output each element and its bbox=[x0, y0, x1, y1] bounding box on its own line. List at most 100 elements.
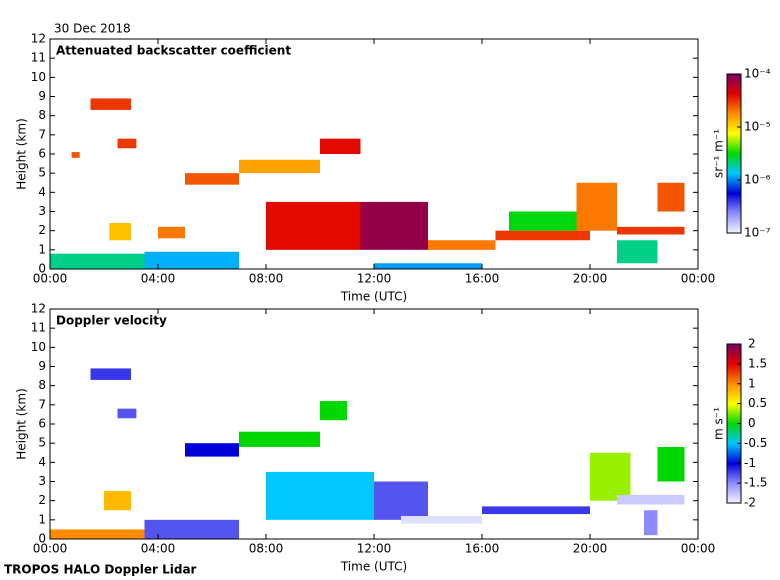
y-tick-label: 4 bbox=[38, 185, 46, 199]
y-tick-label: 1 bbox=[38, 242, 46, 256]
data-cell bbox=[644, 510, 658, 536]
y-tick-label: 1 bbox=[38, 512, 46, 526]
panel-title: Doppler velocity bbox=[56, 314, 167, 328]
date: 30 Dec 2018 bbox=[54, 22, 131, 36]
x-tick-label: 00:00 bbox=[33, 272, 68, 286]
y-tick-label: 7 bbox=[38, 397, 46, 411]
data-cell bbox=[71, 152, 80, 158]
y-tick-label: 9 bbox=[38, 89, 46, 103]
x-tick-label: 12:00 bbox=[357, 542, 392, 556]
y-tick-label: 3 bbox=[38, 204, 46, 218]
colorbar-tick-label: 10⁻⁵ bbox=[744, 120, 771, 134]
colorbar-label: sr⁻¹ m⁻¹ bbox=[712, 129, 726, 178]
colorbar-tick-label: -2 bbox=[744, 496, 756, 510]
data-cell bbox=[239, 431, 320, 447]
y-tick-label: 11 bbox=[31, 51, 46, 65]
data-cell bbox=[266, 471, 374, 520]
data-cell bbox=[495, 230, 590, 241]
y-axis-label: Height (km) bbox=[15, 388, 29, 459]
y-tick-label: 0 bbox=[38, 262, 46, 276]
x-tick-label: 04:00 bbox=[141, 542, 176, 556]
colorbar-tick-label: 1.5 bbox=[748, 356, 767, 370]
x-tick-label: 00:00 bbox=[33, 542, 68, 556]
data-cell bbox=[109, 223, 131, 241]
data-cell bbox=[509, 211, 577, 231]
y-tick-label: 8 bbox=[38, 378, 46, 392]
y-tick-label: 12 bbox=[31, 302, 46, 316]
data-cell bbox=[144, 519, 239, 539]
x-tick-label: 20:00 bbox=[573, 542, 608, 556]
data-cell bbox=[320, 138, 361, 154]
x-tick-label: 20:00 bbox=[573, 272, 608, 286]
colorbar bbox=[726, 73, 742, 234]
colorbar-tick-label: -1 bbox=[744, 456, 756, 470]
x-tick-label: 00:00 bbox=[681, 272, 716, 286]
colorbar-tick-label: 0 bbox=[748, 416, 756, 430]
y-tick-label: 6 bbox=[38, 417, 46, 431]
data-cell bbox=[617, 226, 685, 235]
y-tick-label: 12 bbox=[31, 32, 46, 46]
data-cell bbox=[185, 443, 239, 457]
y-tick-label: 6 bbox=[38, 147, 46, 161]
data-cell bbox=[158, 226, 185, 239]
colorbar-label: m s⁻¹ bbox=[712, 407, 726, 440]
y-axis-label: Height (km) bbox=[15, 118, 29, 189]
data-cell bbox=[117, 408, 137, 419]
y-tick-label: 10 bbox=[31, 70, 46, 84]
data-cell bbox=[401, 516, 482, 524]
x-tick-label: 16:00 bbox=[465, 272, 500, 286]
colorbar-tick-label: 10⁻⁶ bbox=[744, 173, 771, 187]
colorbar-tick-label: -0.5 bbox=[744, 436, 767, 450]
y-tick-label: 2 bbox=[38, 493, 46, 507]
data-cell bbox=[657, 182, 685, 212]
x-axis-label: Time (UTC) bbox=[340, 290, 407, 304]
data-cell bbox=[50, 253, 145, 269]
data-cell bbox=[482, 506, 590, 515]
y-tick-label: 11 bbox=[31, 321, 46, 335]
x-tick-label: 04:00 bbox=[141, 272, 176, 286]
data-cell bbox=[657, 447, 685, 482]
x-tick-label: 16:00 bbox=[465, 542, 500, 556]
y-tick-label: 10 bbox=[31, 340, 46, 354]
y-tick-label: 9 bbox=[38, 359, 46, 373]
data-cell bbox=[576, 182, 617, 231]
colorbar-tick-label: 0.5 bbox=[748, 396, 767, 410]
y-tick-label: 5 bbox=[38, 436, 46, 450]
data-cell bbox=[185, 173, 239, 185]
data-cell bbox=[320, 401, 347, 421]
y-tick-label: 2 bbox=[38, 223, 46, 237]
data-cell bbox=[617, 494, 685, 505]
x-tick-label: 12:00 bbox=[357, 272, 392, 286]
y-tick-label: 4 bbox=[38, 455, 46, 469]
y-tick-label: 7 bbox=[38, 127, 46, 141]
x-tick-label: 08:00 bbox=[249, 272, 284, 286]
panel-title: Attenuated backscatter coefficient bbox=[56, 44, 291, 58]
data-cell bbox=[374, 481, 428, 520]
data-cell bbox=[117, 138, 137, 149]
colorbar-tick-label: 2 bbox=[748, 337, 756, 351]
x-tick-label: 08:00 bbox=[249, 542, 284, 556]
data-cell bbox=[239, 159, 320, 174]
data-cell bbox=[360, 201, 428, 250]
y-tick-label: 8 bbox=[38, 108, 46, 122]
colorbar-tick-label: 10⁻⁷ bbox=[744, 226, 771, 240]
footer: TROPOS HALO Doppler Lidar bbox=[4, 563, 197, 577]
colorbar-tick-label: 1 bbox=[748, 376, 756, 390]
colorbar-tick-label: -1.5 bbox=[744, 476, 767, 490]
y-tick-label: 3 bbox=[38, 474, 46, 488]
x-tick-label: 00:00 bbox=[681, 542, 716, 556]
data-cell bbox=[144, 251, 239, 269]
data-cell bbox=[428, 240, 496, 250]
data-cell bbox=[590, 452, 631, 501]
data-cell bbox=[90, 98, 131, 110]
x-axis-label: Time (UTC) bbox=[340, 560, 407, 574]
data-cell bbox=[90, 368, 131, 380]
colorbar-tick-label: 10⁻⁴ bbox=[744, 67, 771, 81]
data-cell bbox=[104, 491, 131, 511]
y-tick-label: 0 bbox=[38, 532, 46, 546]
data-cell bbox=[266, 201, 361, 250]
data-cell bbox=[617, 240, 658, 264]
y-tick-label: 5 bbox=[38, 166, 46, 180]
data-cell bbox=[50, 529, 145, 539]
